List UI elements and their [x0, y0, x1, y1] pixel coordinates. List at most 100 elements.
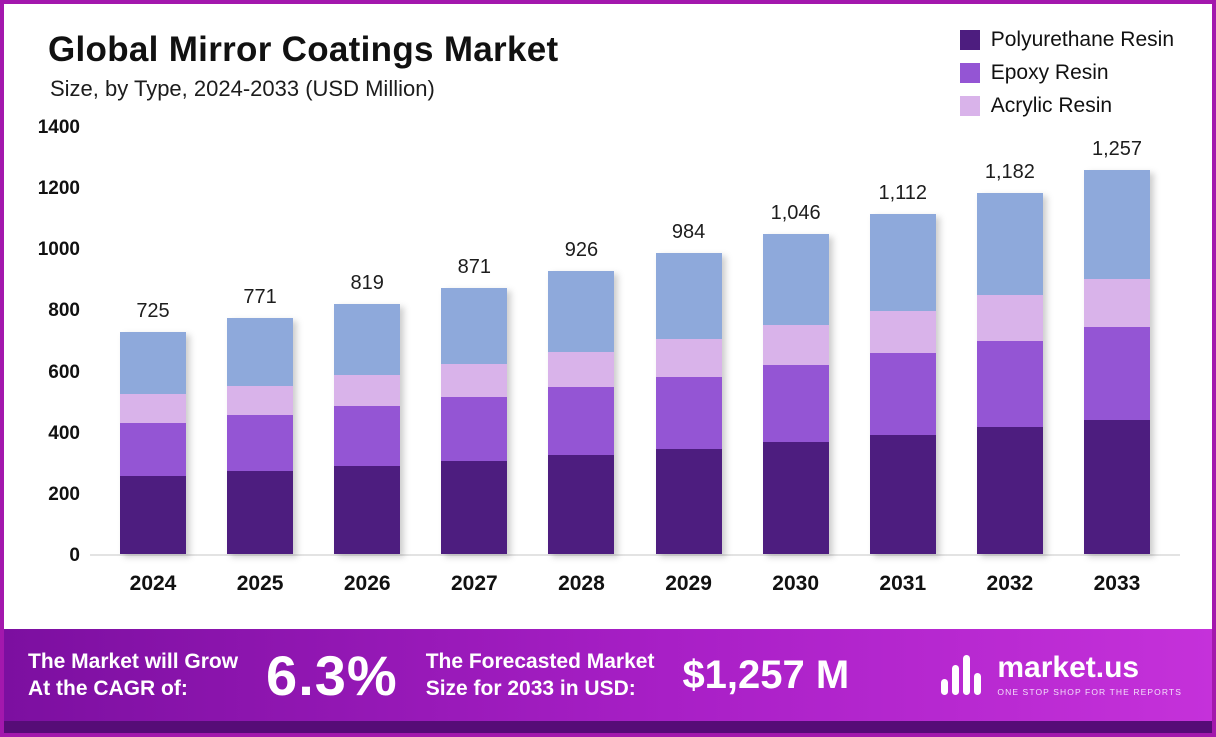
- y-axis-tick-label: 1400: [37, 117, 80, 138]
- y-axis-tick-label: 800: [48, 300, 80, 322]
- bar-segment: [1083, 169, 1150, 280]
- legend-item: Polyurethane Resin: [959, 28, 1174, 52]
- bar-value-label: 725: [136, 300, 170, 323]
- bar-segment: [762, 325, 829, 366]
- page-title: Global Mirror Coatings Market: [48, 30, 559, 69]
- x-axis: 2024 2025 2026 2027 2028 2029 2030 2031 2032 2033: [90, 572, 1180, 596]
- bar-value-label: 1,112: [878, 182, 928, 205]
- y-axis-tick-label: 400: [48, 422, 80, 444]
- x-axis-label: 2029: [665, 572, 712, 595]
- bar-segment: [334, 374, 401, 407]
- bar-2031: 1,112: [869, 182, 936, 554]
- bar-2028: 926: [548, 239, 615, 554]
- bar-value-label: 1,182: [984, 160, 1035, 183]
- bar-segment: [441, 460, 508, 554]
- title-block: Global Mirror Coatings Market Size, by T…: [32, 18, 558, 102]
- bar-segment: [548, 387, 615, 455]
- bar-stack: [120, 332, 186, 554]
- bar-segment: [334, 466, 401, 554]
- bar-segment: [762, 234, 829, 326]
- bar-segment: [120, 476, 186, 554]
- marketus-brand: market.us One Stop Shop for the Reports: [941, 653, 1182, 697]
- bar-segment: [655, 376, 722, 449]
- bar-2030: 1,046: [762, 202, 829, 554]
- footer-banner: The Market will Grow At the CAGR of: 6.3…: [4, 629, 1212, 721]
- y-axis: 0 200 400 600 800 1000 1200 1400: [32, 117, 90, 566]
- legend-item: Epoxy Resin: [959, 61, 1174, 85]
- bar-segment: [227, 414, 294, 472]
- bar-value-label: 1,257: [1091, 137, 1143, 160]
- bar-stack: [762, 234, 829, 554]
- bar-stack: [655, 253, 722, 554]
- brand-tagline: One Stop Shop for the Reports: [997, 687, 1182, 697]
- bar-stack: [441, 287, 508, 554]
- y-axis-tick-label: 0: [69, 545, 80, 566]
- bar-segment: [334, 303, 401, 375]
- chart-section: Global Mirror Coatings Market Size, by T…: [4, 4, 1212, 629]
- forecast-label: The Forecasted Market Size for 2033 in U…: [425, 649, 655, 700]
- bar-segment: [869, 214, 936, 311]
- header: Global Mirror Coatings Market Size, by T…: [32, 18, 1180, 118]
- bar-segment: [227, 385, 294, 415]
- bar-chart: 0 200 400 600 800 1000 1200 1400 725 771 819 871 92…: [32, 117, 1180, 566]
- bar-stack: [227, 318, 294, 554]
- bar-segment: [334, 406, 401, 467]
- bar-value-label: 926: [564, 238, 599, 261]
- bar-segment: [227, 471, 294, 554]
- legend-swatch-icon: [959, 30, 980, 50]
- bar-2029: 984: [655, 221, 722, 554]
- bar-2024: 725: [120, 300, 186, 554]
- bottom-strip: [4, 721, 1212, 733]
- bar-segment: [227, 318, 294, 386]
- bar-segment: [548, 270, 615, 352]
- bar-segment: [120, 394, 186, 424]
- bar-stack: [976, 192, 1043, 554]
- y-axis-tick-label: 600: [48, 361, 80, 383]
- bar-segment: [441, 363, 508, 397]
- bar-2032: 1,182: [976, 161, 1043, 554]
- bar-stack: [548, 270, 615, 554]
- bar-stack: [869, 214, 936, 554]
- bar-segment: [548, 454, 615, 554]
- legend-label: Acrylic Resin: [990, 94, 1113, 117]
- bar-segment: [120, 423, 186, 477]
- legend-label: Polyurethane Resin: [990, 28, 1174, 51]
- brand-text: market.us One Stop Shop for the Reports: [997, 651, 1182, 698]
- bar-segment: [762, 365, 829, 443]
- chart-subtitle: Size, by Type, 2024-2033 (USD Million): [50, 76, 435, 101]
- x-axis-label: 2026: [343, 572, 391, 595]
- bar-segment: [655, 339, 722, 377]
- bar-segment: [441, 287, 508, 364]
- bar-value-label: 771: [243, 286, 277, 309]
- x-axis-label: 2032: [986, 572, 1034, 595]
- bar-2026: 819: [334, 272, 401, 554]
- forecast-value: $1,257 M: [682, 652, 850, 697]
- y-axis-tick-label: 1200: [37, 178, 80, 200]
- legend-swatch-icon: [959, 96, 980, 116]
- bar-stack: [1083, 169, 1150, 554]
- bar-2033: 1,257: [1083, 138, 1150, 554]
- bar-segment: [655, 253, 722, 340]
- bar-segment: [1083, 419, 1150, 554]
- bar-value-label: 1,046: [770, 202, 821, 225]
- bar-stack: [334, 303, 401, 554]
- x-axis-label: 2033: [1093, 572, 1141, 595]
- bar-segment: [762, 442, 829, 554]
- cagr-label: The Market will Grow At the CAGR of:: [28, 649, 239, 700]
- x-axis-label: 2030: [772, 572, 820, 595]
- x-axis-label: 2025: [236, 572, 284, 595]
- marketus-logo-icon: [941, 655, 985, 695]
- bar-segment: [548, 351, 615, 388]
- bar-2025: 771: [227, 286, 294, 554]
- bar-2027: 871: [441, 256, 508, 554]
- bar-segment: [655, 448, 722, 554]
- bar-segment: [869, 353, 936, 436]
- bar-segment: [1083, 279, 1150, 328]
- bar-segment: [441, 396, 508, 461]
- brand-name: market.us: [997, 651, 1140, 684]
- x-axis-label: 2024: [129, 572, 177, 595]
- legend-label: Epoxy Resin: [990, 61, 1109, 84]
- bar-segment: [1083, 327, 1150, 420]
- x-axis-label: 2027: [450, 572, 498, 595]
